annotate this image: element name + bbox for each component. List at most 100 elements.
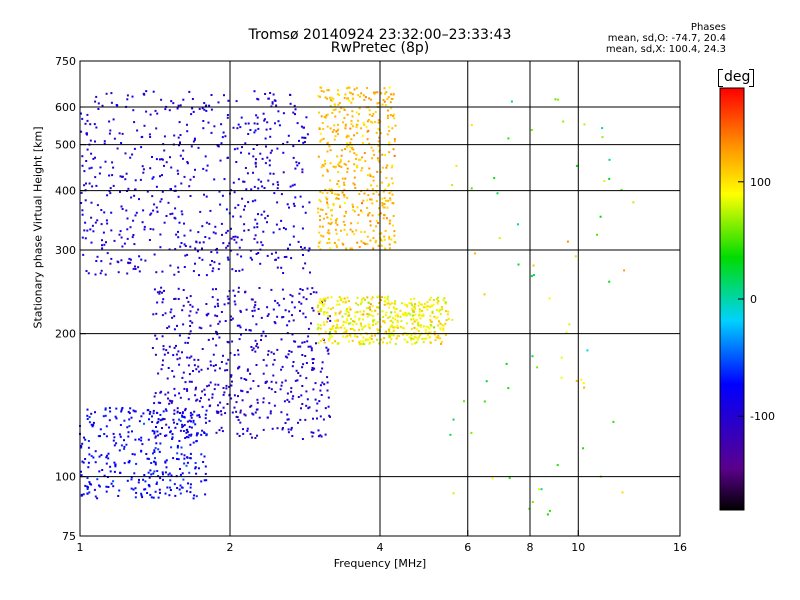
data-point — [90, 166, 93, 169]
colorbar-band — [720, 304, 744, 306]
data-point — [363, 98, 366, 101]
data-point — [254, 304, 257, 307]
colorbar-band — [720, 476, 744, 478]
data-point — [347, 99, 350, 102]
data-point — [376, 321, 379, 324]
data-point — [219, 401, 222, 404]
colorbar-band — [720, 308, 744, 310]
colorbar-band — [720, 416, 744, 418]
y-tick-label: 750 — [55, 55, 76, 68]
data-point — [143, 474, 146, 476]
colorbar-band — [720, 487, 744, 489]
data-point — [620, 188, 623, 191]
data-point — [326, 389, 329, 392]
data-point — [344, 321, 347, 324]
colorbar-band — [720, 335, 744, 337]
data-point — [326, 125, 329, 128]
data-point — [99, 272, 102, 275]
data-point — [179, 154, 182, 157]
data-point — [294, 167, 297, 170]
data-point — [301, 438, 304, 440]
data-point — [424, 303, 427, 305]
data-point — [532, 274, 535, 276]
data-point — [335, 244, 338, 247]
colorbar-band — [720, 340, 744, 342]
data-point — [154, 353, 157, 356]
data-point — [443, 297, 446, 300]
data-point — [178, 334, 181, 337]
data-point — [319, 140, 322, 143]
data-point — [237, 123, 240, 126]
data-point — [376, 338, 379, 341]
data-point — [190, 433, 193, 436]
data-point — [291, 301, 294, 304]
data-point — [250, 346, 253, 348]
data-point — [168, 494, 171, 497]
data-point — [324, 297, 327, 300]
colorbar-band — [720, 356, 744, 358]
data-point — [198, 241, 201, 244]
data-point — [229, 315, 232, 318]
data-point — [323, 323, 326, 326]
colorbar-band — [720, 479, 744, 481]
data-point — [190, 426, 193, 429]
data-point — [335, 219, 338, 222]
data-point — [370, 335, 373, 337]
colorbar-band — [720, 333, 744, 335]
data-point — [85, 270, 88, 272]
data-point — [203, 479, 206, 482]
colorbar-band — [720, 346, 744, 348]
data-point — [370, 314, 373, 317]
colorbar-band — [720, 174, 744, 176]
data-point — [326, 320, 329, 323]
data-point — [227, 258, 230, 261]
data-point — [172, 418, 175, 421]
colorbar-band — [720, 171, 744, 173]
data-point — [190, 380, 193, 383]
data-point — [297, 372, 300, 374]
data-point — [176, 107, 179, 110]
data-point — [121, 132, 124, 135]
data-point — [225, 362, 228, 365]
data-point — [186, 420, 189, 423]
data-point — [291, 365, 294, 368]
colorbar-band — [720, 382, 744, 384]
data-point — [286, 418, 289, 421]
data-point — [368, 167, 371, 170]
data-point — [307, 407, 310, 410]
data-point — [235, 415, 238, 418]
data-point — [129, 407, 132, 410]
colorbar-band — [720, 103, 744, 105]
colorbar-band — [720, 402, 744, 404]
colorbar-band — [720, 208, 744, 210]
data-point — [176, 458, 178, 460]
data-point — [339, 298, 342, 301]
data-point — [428, 298, 431, 301]
data-point — [418, 336, 420, 339]
data-point — [100, 260, 103, 263]
data-point — [156, 470, 159, 472]
data-point — [152, 209, 155, 212]
data-point — [253, 309, 256, 312]
data-point — [333, 242, 336, 244]
colorbar-band — [720, 157, 744, 159]
data-point — [357, 303, 360, 306]
data-point — [391, 321, 394, 324]
data-point — [319, 208, 322, 211]
data-point — [396, 335, 399, 337]
data-point — [176, 411, 179, 414]
data-point — [237, 290, 240, 293]
data-point — [178, 221, 181, 224]
data-point — [205, 195, 208, 198]
data-point — [130, 487, 133, 490]
colorbar-band — [720, 125, 744, 127]
data-point — [621, 491, 624, 494]
data-point — [337, 239, 340, 241]
data-point — [111, 174, 114, 177]
data-point — [147, 438, 150, 441]
data-point — [177, 172, 180, 175]
data-point — [153, 451, 156, 453]
data-point — [369, 303, 372, 306]
data-point — [197, 308, 200, 311]
data-point — [286, 392, 289, 395]
